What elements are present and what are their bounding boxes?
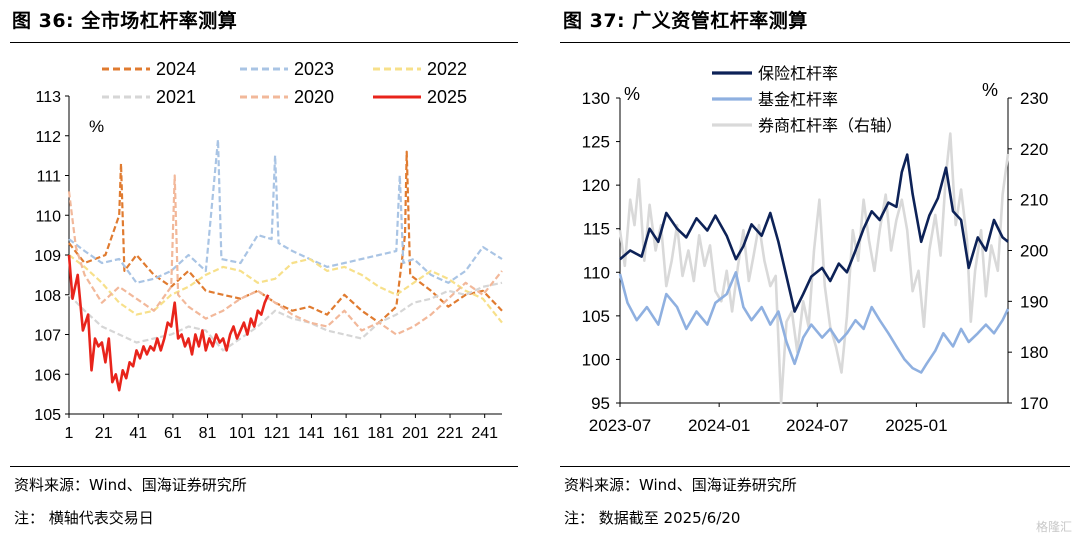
- left-x-tick-label: 221: [437, 425, 464, 442]
- left-x-tick-label: 41: [129, 425, 147, 442]
- right-series-基金杠杆率: [618, 271, 1010, 374]
- right-series-保险杠杆率: [619, 153, 1009, 313]
- right-source-note: 资料来源：Wind、国海证券研究所: [564, 476, 797, 494]
- right-y-tick-label: 110: [583, 263, 610, 282]
- right-x-tick-label: 2024-01: [688, 416, 750, 435]
- right-y-tick-label: 105: [582, 307, 610, 326]
- right-y-tick-label: 120: [582, 176, 610, 195]
- legend-label-2022: 2022: [427, 59, 467, 79]
- right-y2-tick-label: 220: [1020, 140, 1048, 159]
- left-series-2020: [67, 174, 503, 336]
- left-y-unit-label: %: [89, 117, 104, 136]
- left-series-2025: [67, 254, 270, 392]
- right-chart-title: 图 37: 广义资管杠杆率测算: [563, 10, 808, 32]
- left-x-tick-label: 101: [229, 425, 256, 442]
- left-y-tick-label: 113: [35, 89, 61, 106]
- left-chart-title: 图 36: 全市场杠杆率测算: [12, 10, 238, 32]
- left-x-tick-label: 141: [298, 425, 325, 442]
- legend-label-2024: 2024: [156, 59, 196, 79]
- right-y2-tick-label: 230: [1020, 89, 1048, 108]
- right-y2-tick-label: 180: [1020, 343, 1048, 362]
- right-legend-label-2: 券商杠杆率（右轴）: [758, 117, 902, 135]
- left-x-tick-label: 201: [402, 425, 429, 442]
- left-source-note: 资料来源：Wind、国海证券研究所: [14, 476, 247, 494]
- right-y-tick-label: 100: [582, 350, 610, 369]
- left-y-tick-label: 109: [34, 248, 61, 265]
- legend-label-2020: 2020: [294, 87, 334, 107]
- left-footer-rule: [10, 466, 518, 467]
- right-x-tick-label: 2023-07: [589, 416, 651, 435]
- left-x-tick-label: 21: [95, 425, 113, 442]
- watermark-logo: 格隆汇: [1035, 520, 1072, 534]
- right-y2-tick-label: 170: [1020, 394, 1048, 413]
- right-y2-tick-label: 190: [1020, 292, 1048, 311]
- legend-label-2021: 2021: [156, 87, 196, 107]
- right-y-tick-label: 125: [582, 133, 610, 152]
- left-y-tick-label: 110: [35, 208, 61, 225]
- legend-label-2025: 2025: [427, 87, 467, 107]
- right-title-rule: [560, 42, 1070, 43]
- right-y-tick-label: 115: [583, 220, 610, 239]
- left-y-tick-label: 107: [34, 328, 61, 345]
- left-title-rule: [10, 42, 518, 43]
- right-y-tick-label: 130: [582, 89, 610, 108]
- left-y-tick-label: 105: [34, 407, 61, 424]
- right-legend-label-0: 保险杠杆率: [758, 65, 838, 83]
- right-y-unit-label: %: [624, 84, 640, 104]
- right-footer-rule: [560, 466, 1070, 467]
- left-y-tick-label: 111: [37, 169, 61, 186]
- right-legend-label-1: 基金杠杆率: [758, 91, 838, 109]
- left-x-tick-label: 61: [164, 425, 182, 442]
- left-x-tick-label: 1: [65, 425, 74, 442]
- left-series-2021: [68, 281, 503, 352]
- left-series-2024: [68, 150, 503, 324]
- left-x-tick-label: 241: [471, 425, 498, 442]
- left-x-tick-label: 81: [199, 425, 217, 442]
- left-y-tick-label: 108: [34, 288, 61, 305]
- right-y2-tick-label: 200: [1020, 242, 1048, 261]
- left-series-2022: [68, 254, 503, 324]
- left-series-2023: [68, 138, 503, 284]
- left-x-tick-label: 161: [333, 425, 360, 442]
- right-chart: 95 100 105 110 115 120 125 130 170 180 190 200 210 22…: [582, 65, 1049, 435]
- right-series-券商杠杆率（右轴）: [618, 132, 1010, 405]
- right-date-note: 注： 数据截至 2025/6/20: [564, 509, 741, 527]
- right-y-tick-label: 95: [591, 394, 610, 413]
- legend-label-2023: 2023: [294, 59, 334, 79]
- left-x-tick-label: 181: [367, 425, 394, 442]
- right-y2-unit-label: %: [982, 80, 998, 100]
- left-y-tick-label: 112: [35, 129, 61, 146]
- left-x-tick-label: 121: [263, 425, 290, 442]
- right-x-tick-label: 2025-01: [885, 416, 947, 435]
- right-x-tick-label: 2024-07: [786, 416, 848, 435]
- left-y-tick-label: 106: [34, 367, 61, 384]
- left-axis-note: 注： 横轴代表交易日: [14, 509, 154, 527]
- right-y2-tick-label: 210: [1020, 191, 1048, 210]
